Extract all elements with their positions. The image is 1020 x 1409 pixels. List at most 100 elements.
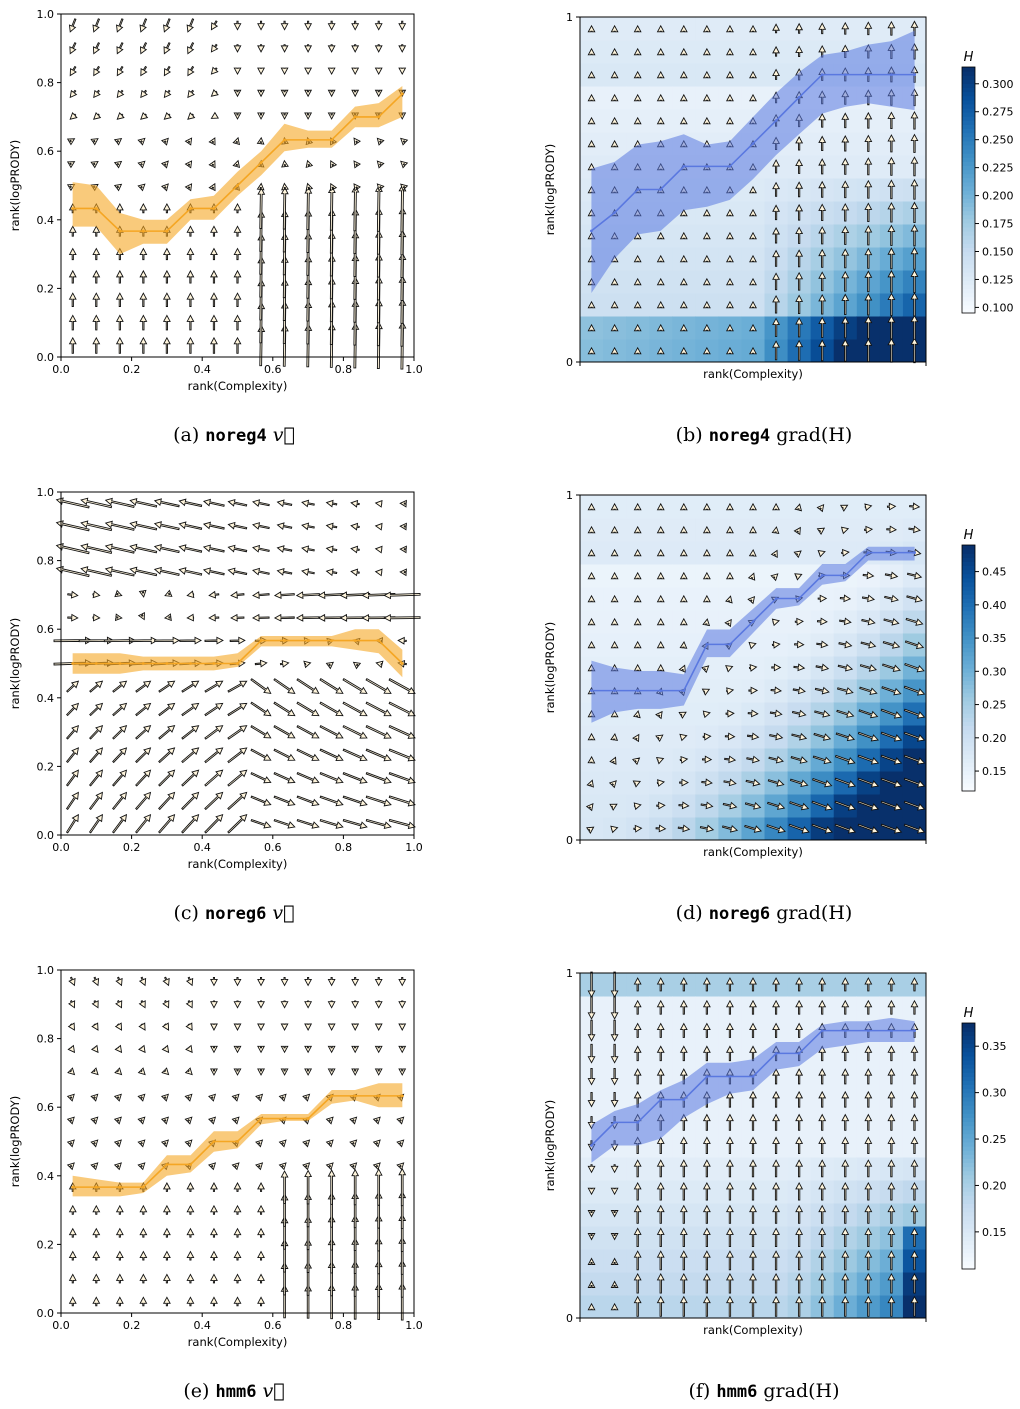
field-arrow [89,724,104,740]
field-arrow [702,1227,711,1248]
series-point [165,1163,169,1166]
field-arrow [725,1204,734,1224]
panel-c-axes: 0.0 0.2 0.4 0.6 0.8 1.00.00.20.40.60.81.0rank… [8,486,423,871]
field-arrow [864,1181,873,1201]
colorbar-step [962,553,975,558]
field-arrow [92,1273,101,1284]
field-arrow [257,44,265,53]
field-arrow [771,618,780,627]
field-arrow [818,1159,827,1178]
colorbar-step [962,774,975,780]
colorbar-step [962,1084,975,1090]
field-arrow [210,66,219,75]
field-arrow [818,203,827,222]
field-arrow [880,777,903,788]
x-tick-label: 0.8 [335,841,353,854]
field-arrow [749,525,757,534]
field-arrow [887,156,896,176]
field-arrow [702,254,711,263]
colorbar-step [962,565,975,571]
field-arrow [164,589,173,597]
field-arrow [887,1068,896,1085]
field-arrow [838,640,853,649]
field-arrow [398,44,407,53]
panel-a-frame [60,13,415,358]
field-arrow [187,111,196,120]
field-arrow [140,111,149,120]
field-arrow [230,590,245,599]
field-arrow [771,526,780,534]
field-arrow [67,590,79,599]
field-arrow [587,995,596,1020]
field-arrow [231,1162,240,1171]
field-arrow [749,977,757,992]
series-point [682,1098,686,1102]
field-arrow [910,337,919,364]
field-arrow [252,567,270,576]
field-arrow [162,336,171,354]
field-arrow [633,977,642,992]
field-arrow [655,734,664,743]
colorbar-step [962,631,975,636]
field-arrow [301,522,315,531]
colorbar-step [962,569,975,575]
field-arrow [818,1227,827,1248]
field-arrow [656,300,665,309]
field-arrow [795,294,804,315]
field-arrow [383,591,421,600]
colorbar-step [962,1055,975,1061]
colorbar-step [962,1170,975,1176]
colorbar-step [962,684,975,690]
field-arrow [184,137,193,146]
field-arrow [138,1044,146,1054]
field-arrow [679,1250,688,1271]
field-arrow [231,1116,240,1125]
field-arrow [772,249,781,267]
field-arrow [208,590,220,599]
series-point [400,92,404,96]
colorbar-step [962,766,975,772]
field-arrow [725,1250,734,1271]
field-arrow [702,571,711,580]
field-arrow [904,662,925,673]
field-arrow [202,521,225,530]
field-arrow [376,137,385,146]
field-arrow [857,823,880,834]
field-arrow [184,160,193,169]
field-arrow [749,1295,757,1317]
field-arrow [725,1090,734,1108]
x-tick-label: 0.0 [52,841,70,854]
field-arrow [816,527,826,535]
field-arrow [137,1139,146,1148]
field-arrow [255,1093,264,1102]
colorbar-step [962,263,975,269]
field-arrow [766,824,786,834]
colorbar-frame [961,544,976,792]
field-arrow [887,1250,896,1271]
field-arrow [818,1273,827,1294]
field-arrow [841,316,850,339]
field-arrow [887,1273,896,1294]
field-arrow [304,112,313,120]
colorbar-step [962,577,975,583]
field-arrow [257,1000,265,1009]
field-arrow [250,678,272,694]
field-arrow [233,269,242,284]
field-arrow [841,270,850,292]
field-arrow [679,93,688,102]
field-arrow [725,346,734,355]
series-point [705,164,709,168]
field-arrow [115,1296,124,1307]
colorbar-step [962,1252,975,1258]
field-arrow [818,135,827,151]
field-arrow [587,47,596,56]
field-arrow [608,780,617,789]
field-arrow [841,1068,850,1085]
field-arrow [748,686,759,695]
field-arrow [210,1296,218,1307]
colorbar-step [962,614,975,620]
x-tick-label: 0.8 [335,363,353,376]
field-arrow [295,591,320,600]
field-arrow [610,1257,619,1265]
field-arrow [400,137,409,146]
